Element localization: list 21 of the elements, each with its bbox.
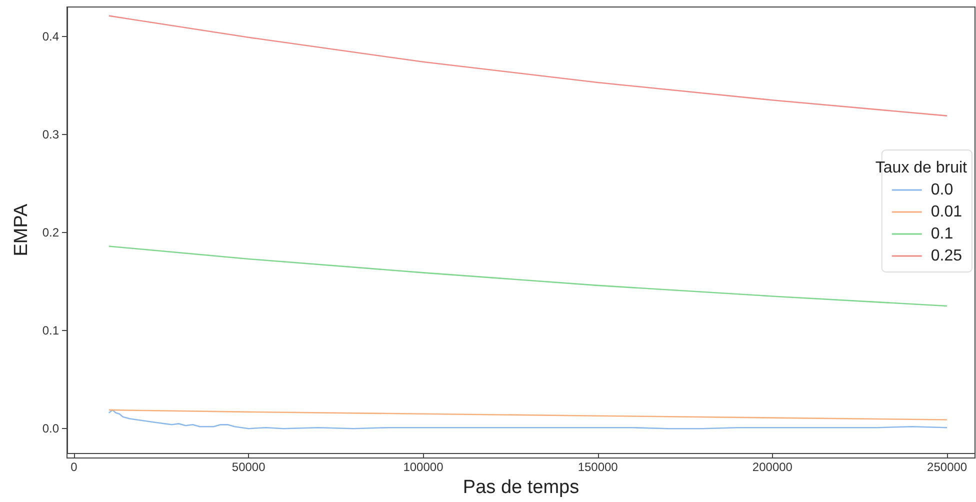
- x-tick-label: 250000: [927, 460, 968, 474]
- x-tick-label: 200000: [752, 460, 793, 474]
- legend-label: 0.0: [930, 182, 954, 198]
- y-axis-title: EMPA: [11, 204, 32, 256]
- y-tick-label: 0.0: [42, 422, 60, 436]
- x-tick-label: 100000: [403, 460, 444, 474]
- y-tick-label: 0.1: [42, 324, 60, 338]
- x-tick-label: 0: [70, 460, 78, 474]
- line-series: [108, 409, 948, 420]
- legend-label: 0.25: [930, 248, 962, 264]
- legend-label: 0.1: [930, 226, 954, 242]
- line-series: [108, 15, 948, 116]
- line-series: [108, 409, 948, 430]
- x-tick-label: 150000: [578, 460, 618, 474]
- y-tick-label: 0.4: [42, 29, 60, 44]
- legend-label: 0.01: [930, 204, 962, 220]
- legend-title: Taux de bruit: [875, 160, 968, 176]
- x-tick-label: 50000: [232, 460, 266, 474]
- y-tick-label: 0.3: [42, 127, 60, 142]
- x-axis-title: Pas de temps: [462, 477, 580, 498]
- y-tick-label: 0.2: [42, 226, 60, 240]
